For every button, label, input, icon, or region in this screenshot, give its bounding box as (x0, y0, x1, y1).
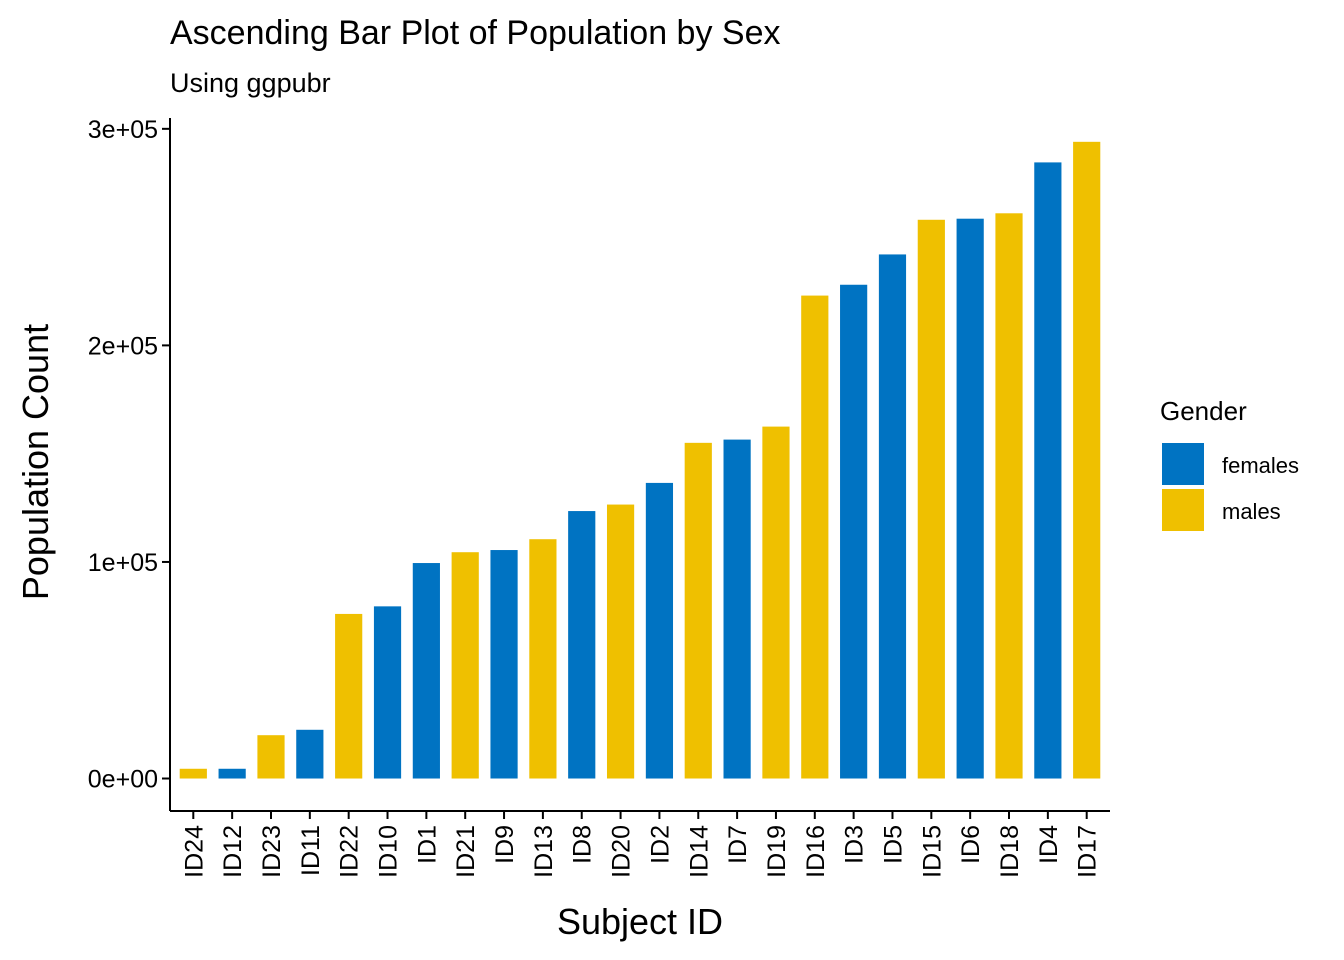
bar-id23 (257, 735, 285, 779)
y-axis-title: Population Count (15, 324, 56, 600)
bar-id7 (723, 439, 751, 779)
legend-swatch-females (1162, 443, 1204, 485)
bars-group (179, 141, 1101, 779)
x-tick-label: ID24 (180, 825, 208, 878)
bar-id10 (373, 606, 402, 779)
x-tick-label: ID11 (297, 825, 325, 876)
x-tick-label: ID19 (763, 825, 791, 878)
x-tick-label: ID15 (918, 825, 946, 878)
bar-id20 (606, 504, 635, 779)
x-tick-label: ID12 (219, 825, 247, 878)
x-tick-label: ID3 (841, 825, 869, 864)
bar-id17 (1073, 141, 1101, 779)
x-tick-label: ID17 (1074, 825, 1102, 878)
x-tick-label: ID18 (996, 825, 1024, 878)
legend-label-males: males (1222, 499, 1281, 524)
x-tick-label: ID7 (724, 825, 752, 864)
bar-id9 (490, 550, 518, 779)
x-tick-label: ID13 (530, 825, 558, 878)
x-tick-label: ID22 (336, 825, 364, 878)
bar-id11 (296, 729, 324, 779)
legend-title: Gender (1160, 396, 1247, 426)
chart-title: Ascending Bar Plot of Population by Sex (170, 14, 781, 52)
y-tick-label: 2e+05 (88, 332, 158, 360)
legend: Gender females males (1160, 396, 1299, 531)
x-tick-label: ID14 (685, 825, 713, 878)
x-axis-title: Subject ID (557, 901, 723, 942)
bar-id18 (995, 213, 1023, 779)
bar-id8 (568, 511, 596, 779)
x-tick-label: ID21 (452, 825, 480, 878)
bar-id12 (218, 768, 246, 779)
chart-subtitle: Using ggpubr (170, 68, 331, 98)
bar-id14 (684, 442, 712, 779)
x-tick-label: ID9 (491, 825, 519, 864)
x-tick-label: ID23 (258, 825, 286, 878)
y-tick-label: 3e+05 (88, 116, 158, 144)
bar-id4 (1034, 162, 1062, 779)
x-axis: ID24 ID12 ID23 ID11 ID22 ID10 ID1 ID21 ID9 ID13 ID… (170, 810, 1110, 878)
bar-id24 (179, 768, 207, 779)
y-axis: 0e+00 1e+05 2e+05 3e+05 (88, 116, 171, 811)
x-tick-label: ID10 (375, 825, 403, 878)
y-tick-label: 0e+00 (88, 766, 158, 794)
x-tick-label: ID4 (1035, 825, 1063, 864)
x-tick-label: ID8 (569, 825, 597, 864)
x-tick-label: ID6 (957, 825, 985, 864)
bar-id19 (762, 426, 790, 779)
bar-id1 (412, 563, 440, 779)
x-tick-label: ID1 (413, 825, 441, 864)
bar-id22 (335, 613, 363, 779)
bar-id3 (840, 284, 868, 779)
bar-id2 (645, 482, 674, 779)
legend-swatch-males (1162, 489, 1204, 531)
x-tick-label: ID5 (879, 825, 907, 864)
x-tick-label: ID20 (608, 825, 636, 878)
x-tick-label: ID2 (646, 825, 674, 864)
bar-id6 (956, 218, 984, 779)
legend-label-females: females (1222, 453, 1299, 478)
bar-id21 (451, 552, 479, 779)
bar-id15 (917, 219, 945, 779)
bar-id13 (529, 539, 557, 779)
bar-id5 (878, 254, 907, 779)
x-tick-label: ID16 (802, 825, 830, 878)
bar-id16 (801, 295, 829, 779)
y-tick-label: 1e+05 (88, 549, 158, 577)
